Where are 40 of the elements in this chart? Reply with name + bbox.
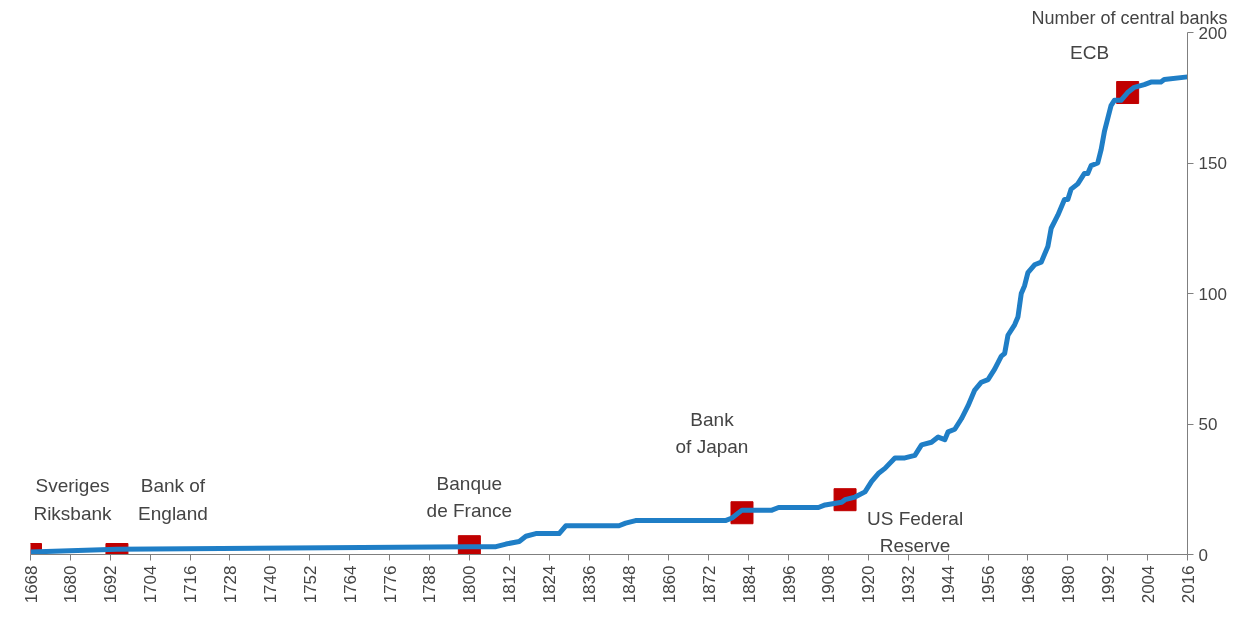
annotation: Sveriges Riksbank bbox=[33, 475, 113, 524]
x-tick-label: 1908 bbox=[819, 565, 839, 604]
x-tick-label: 1680 bbox=[61, 565, 81, 604]
x-tick-label: 1788 bbox=[420, 565, 440, 604]
x-tick-label: 1860 bbox=[659, 565, 679, 604]
y-tick-label: 50 bbox=[1198, 415, 1218, 434]
x-tick-label: 1884 bbox=[739, 565, 759, 604]
x-tick-label: 1932 bbox=[899, 565, 919, 604]
annotation: Bank of England bbox=[138, 475, 208, 524]
x-tick-label: 2016 bbox=[1178, 565, 1198, 604]
annotation: US Federal Reserve bbox=[867, 507, 964, 556]
x-tick-label: 1980 bbox=[1058, 565, 1078, 604]
x-tick-label: 1848 bbox=[619, 565, 639, 604]
x-tick-label: 1692 bbox=[101, 565, 121, 604]
annotation: Bank of Japan bbox=[675, 408, 749, 457]
x-tick-label: 1800 bbox=[460, 565, 480, 604]
x-tick-label: 1956 bbox=[979, 565, 999, 604]
x-tick-label: 1944 bbox=[939, 565, 959, 604]
y-tick-label: 0 bbox=[1198, 545, 1208, 565]
y-tick-label: 150 bbox=[1198, 154, 1227, 173]
x-tick-label: 1824 bbox=[540, 565, 560, 604]
x-tick-label: 1836 bbox=[580, 565, 600, 604]
x-tick-label: 1764 bbox=[340, 565, 360, 604]
x-tick-label: 1920 bbox=[859, 565, 879, 604]
annotation: ECB bbox=[1070, 42, 1110, 64]
x-tick-label: 1776 bbox=[380, 565, 400, 604]
x-tick-label: 2004 bbox=[1138, 565, 1158, 604]
x-tick-label: 1992 bbox=[1098, 565, 1118, 604]
x-tick-label: 1896 bbox=[779, 565, 799, 604]
x-tick-label: 1704 bbox=[141, 565, 161, 604]
x-tick-label: 1968 bbox=[1018, 565, 1038, 604]
annotation: Banque de France bbox=[426, 472, 513, 521]
x-tick-label: 1872 bbox=[699, 565, 719, 604]
x-tick-label: 1812 bbox=[500, 565, 520, 604]
x-tick-label: 1752 bbox=[300, 565, 320, 604]
x-tick-label: 1716 bbox=[181, 565, 201, 604]
x-tick-label: 1668 bbox=[21, 565, 41, 604]
x-tick-label: 1728 bbox=[220, 565, 240, 604]
x-tick-label: 1740 bbox=[260, 565, 280, 604]
y-tick-label: 100 bbox=[1198, 284, 1227, 304]
